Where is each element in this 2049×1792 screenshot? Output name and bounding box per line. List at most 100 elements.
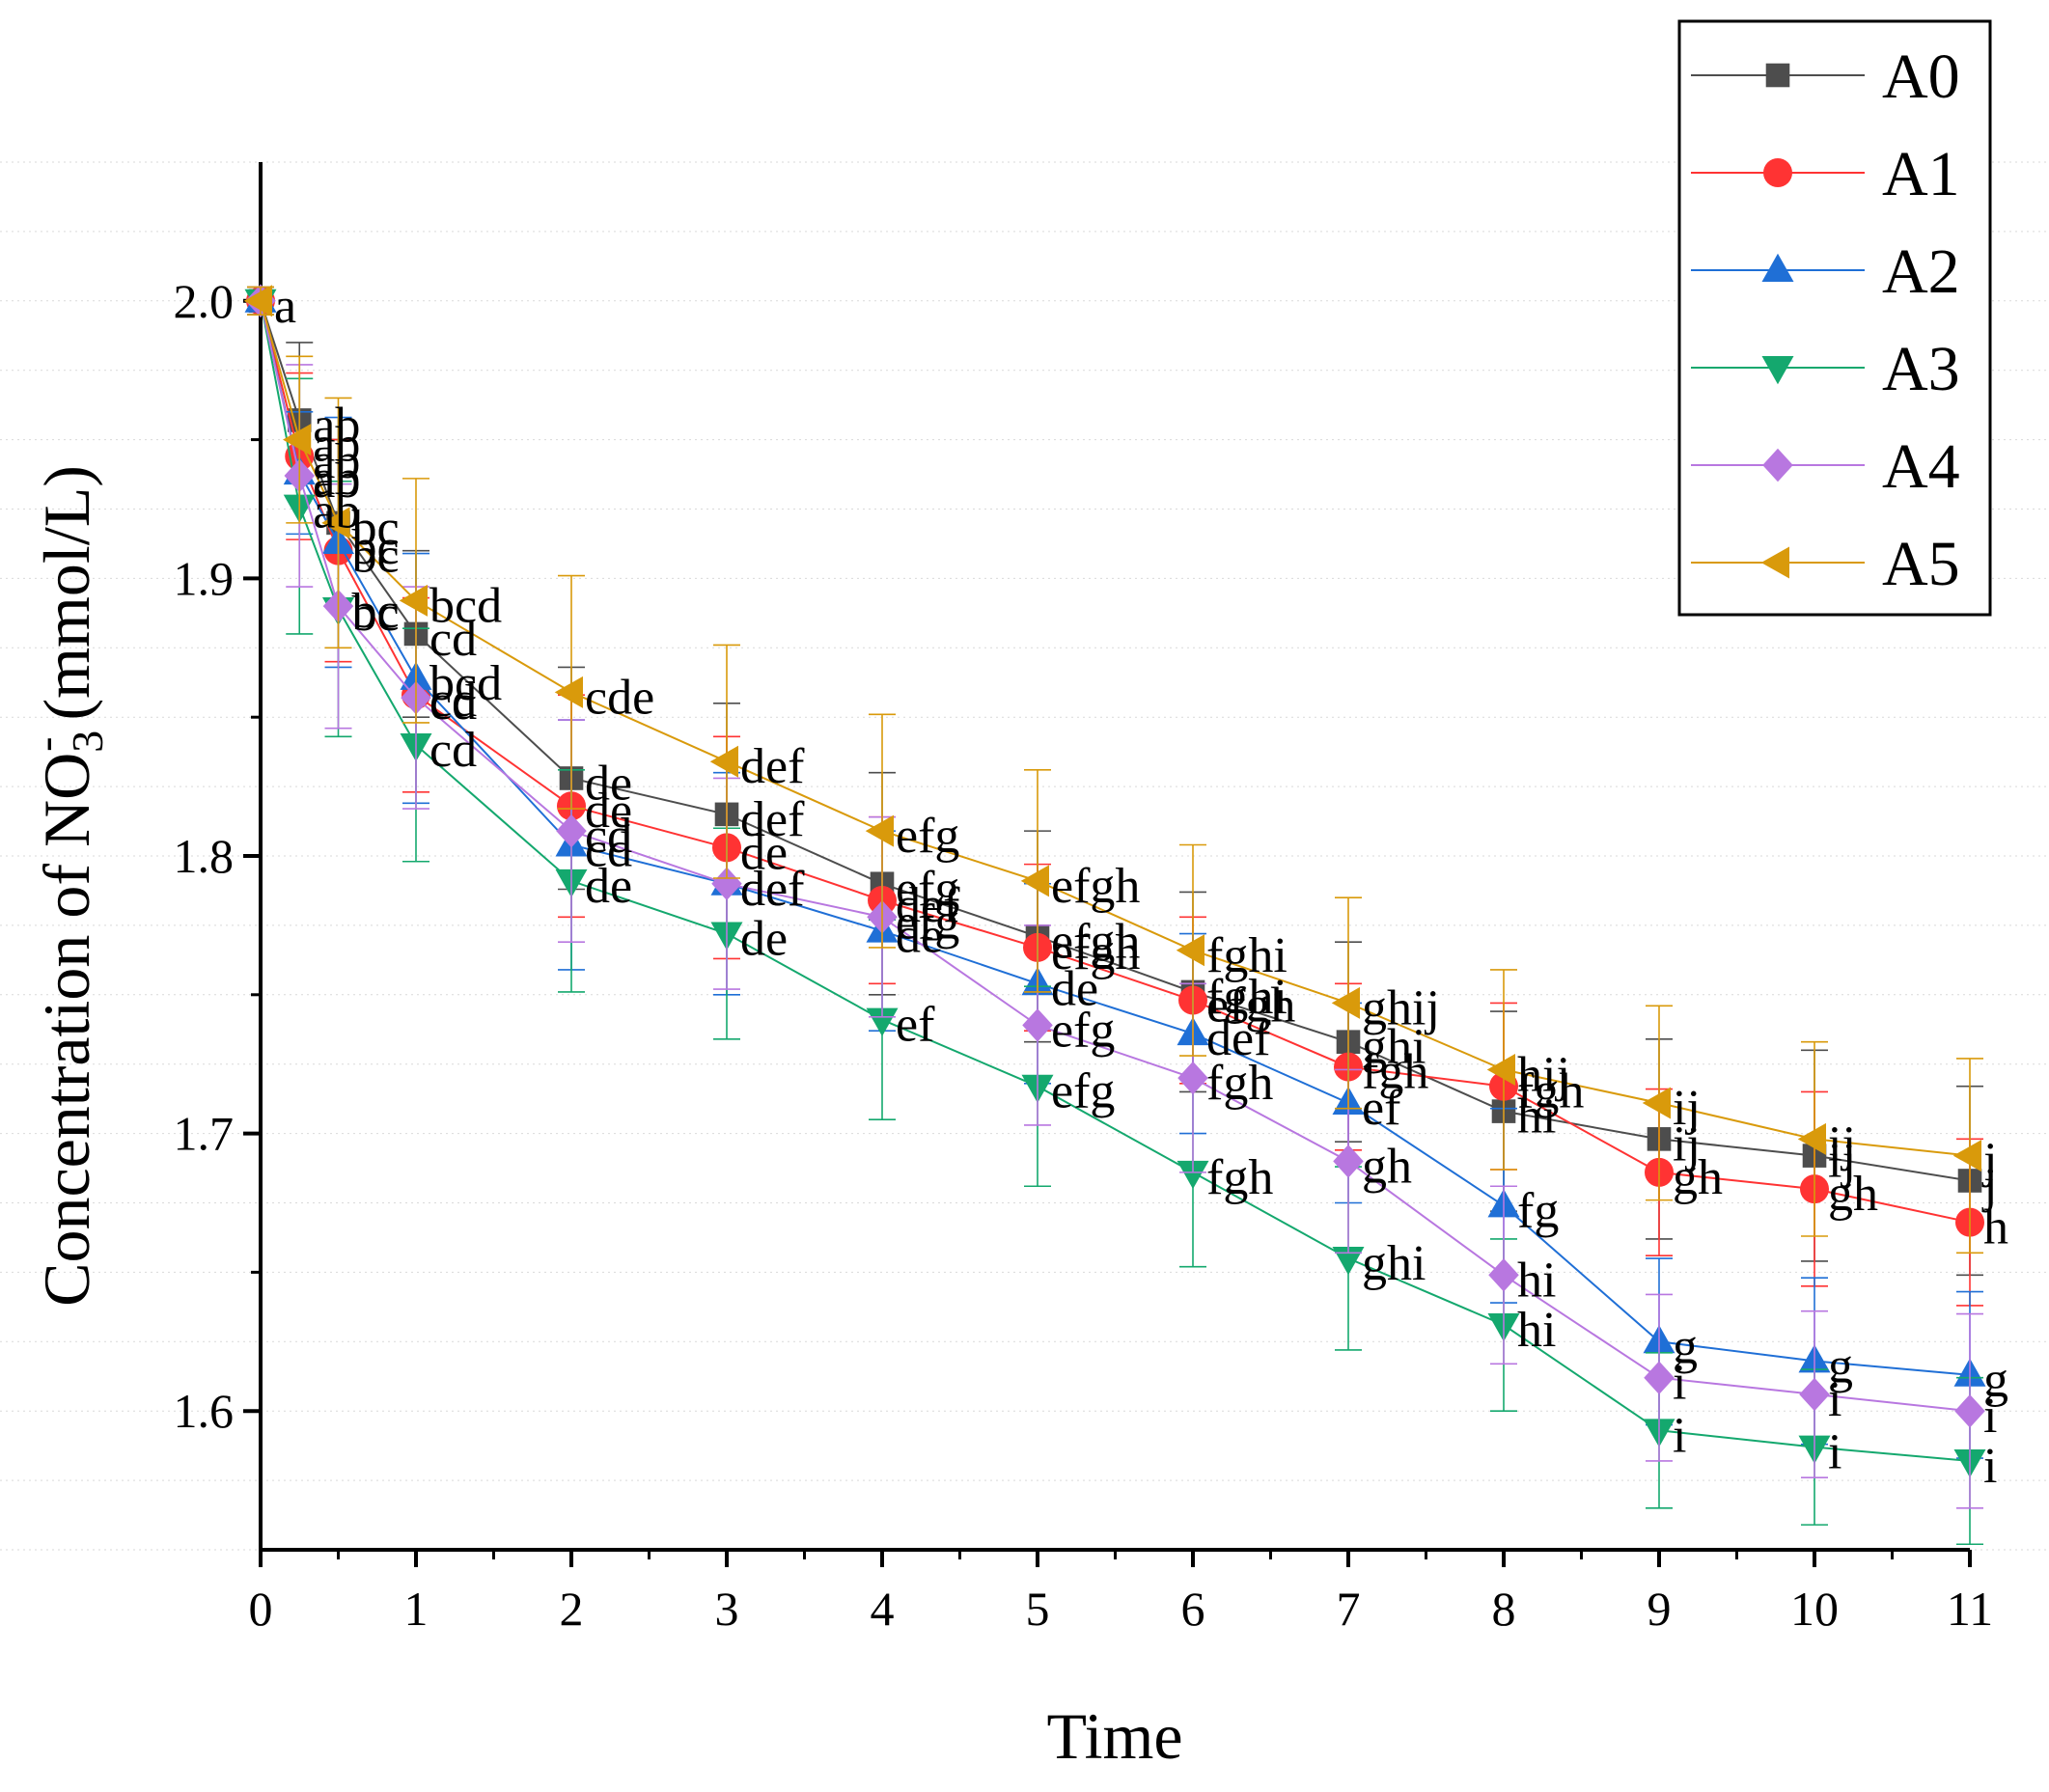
significance-letter: hi xyxy=(1517,1089,1556,1144)
x-tick-label: 2 xyxy=(560,1582,584,1636)
significance-letter: j xyxy=(1981,1158,1997,1213)
significance-letter: i xyxy=(1673,1356,1686,1411)
significance-letter: fg xyxy=(1517,1183,1559,1238)
significance-letter: ij xyxy=(1673,1081,1701,1136)
x-tick-label: 6 xyxy=(1181,1582,1205,1636)
data-point xyxy=(709,745,738,778)
significance-letter: de xyxy=(740,825,788,880)
legend-label: A2 xyxy=(1882,236,1960,307)
significance-letter: ij xyxy=(1828,1117,1856,1172)
data-point xyxy=(1177,1061,1208,1095)
legend-marker xyxy=(1760,546,1789,579)
significance-letter: bc xyxy=(352,520,400,575)
legend-marker xyxy=(1761,253,1794,282)
x-tick-label: 0 xyxy=(249,1582,273,1636)
significance-letter: ef xyxy=(896,998,935,1053)
series-line xyxy=(260,300,1971,1157)
significance-letter: def xyxy=(740,862,805,917)
series-layer xyxy=(243,284,1986,1546)
significance-letter: def xyxy=(740,792,805,847)
series-a5 xyxy=(243,285,1983,1254)
data-point xyxy=(866,1007,899,1036)
legend-item-a2: A2 xyxy=(1691,236,1960,307)
y-tick-label: 1.7 xyxy=(174,1107,235,1161)
data-point xyxy=(1799,1377,1830,1412)
significance-letter: fgh xyxy=(1517,1064,1584,1119)
data-point xyxy=(1952,1140,1981,1172)
significance-letter: def xyxy=(740,739,805,794)
significance-letter: gh xyxy=(1673,1150,1723,1205)
significance-letter: cd xyxy=(429,675,477,731)
significance-letter: ab xyxy=(313,434,360,489)
x-tick-label: 7 xyxy=(1337,1582,1361,1636)
significance-letter: efg xyxy=(896,862,959,917)
significance-letter: def xyxy=(1206,1011,1271,1066)
significance-letter: cd xyxy=(429,673,477,728)
significance-letter: fgh xyxy=(1206,1150,1273,1205)
y-axis-title-prefix: Concentration of NO xyxy=(30,753,103,1307)
legend-item-a0: A0 xyxy=(1691,41,1960,112)
significance-letter: de xyxy=(896,909,943,964)
significance-letter: ef xyxy=(1362,1081,1401,1136)
significance-letter: de xyxy=(585,756,632,811)
series-line xyxy=(260,300,1971,1182)
significance-letter: ij xyxy=(1673,1117,1701,1172)
data-point xyxy=(865,814,894,847)
series-line xyxy=(260,300,1971,1224)
significance-letter: ghij xyxy=(1362,980,1440,1035)
data-point xyxy=(1176,934,1204,967)
significance-letter: cd xyxy=(429,612,477,667)
y-tick-label: 1.6 xyxy=(174,1384,235,1438)
legend-label: A4 xyxy=(1882,431,1960,502)
y-tick-label: 2.0 xyxy=(174,274,235,328)
significance-letter: ab xyxy=(313,418,360,473)
significance-letter: i xyxy=(1983,1439,1997,1494)
data-point xyxy=(556,813,587,848)
data-point xyxy=(283,424,312,456)
legend-item-a1: A1 xyxy=(1691,139,1960,209)
legend-label: A0 xyxy=(1882,41,1960,112)
series-line xyxy=(260,300,1971,1462)
x-tick-label: 10 xyxy=(1790,1582,1839,1636)
data-point xyxy=(1954,1393,1985,1428)
y-axis-title: Concentration of NO3- (mmol/L) xyxy=(20,465,112,1307)
significance-letter: ab xyxy=(313,454,360,509)
data-point xyxy=(321,507,350,539)
significance-letter: bcd xyxy=(429,578,502,633)
significance-letter: bc xyxy=(352,587,400,642)
legend-item-a5: A5 xyxy=(1691,529,1960,599)
significance-letter: efgh xyxy=(1051,925,1140,980)
significance-letter: efg xyxy=(896,809,959,864)
data-point xyxy=(554,675,583,708)
significance-letter: bc xyxy=(352,584,400,639)
significance-letter: g xyxy=(1983,1353,2008,1408)
significance-letter: ab xyxy=(313,451,360,506)
significance-letter: i xyxy=(1828,1372,1841,1427)
significance-letter: hij xyxy=(1517,1047,1570,1102)
significance-letter: i xyxy=(1983,1389,1997,1444)
legend-label: A1 xyxy=(1882,139,1960,209)
significance-letter: fgh xyxy=(1362,1045,1428,1100)
x-tick-label: 9 xyxy=(1648,1582,1672,1636)
significance-letter: a xyxy=(274,279,296,334)
significance-letter: fghi xyxy=(1206,928,1288,983)
significance-letter: ab xyxy=(313,484,360,539)
significance-letter: de xyxy=(740,912,788,967)
y-tick-label: 1.8 xyxy=(174,829,235,883)
significance-letter: i xyxy=(1673,1408,1686,1463)
data-point xyxy=(1331,986,1360,1019)
significance-letter: bc xyxy=(352,529,400,584)
series-line xyxy=(260,300,1971,1376)
x-tick-label: 4 xyxy=(871,1582,895,1636)
y-axis-title-sup: - xyxy=(20,736,69,751)
legend-label: A5 xyxy=(1882,529,1960,599)
legend-item-a4: A4 xyxy=(1691,431,1960,502)
data-point xyxy=(1177,1160,1209,1190)
x-tick-label: 8 xyxy=(1492,1582,1516,1636)
significance-letter: hi xyxy=(1517,1253,1556,1308)
legend-marker xyxy=(1761,356,1794,385)
significance-letter: def xyxy=(896,878,960,933)
